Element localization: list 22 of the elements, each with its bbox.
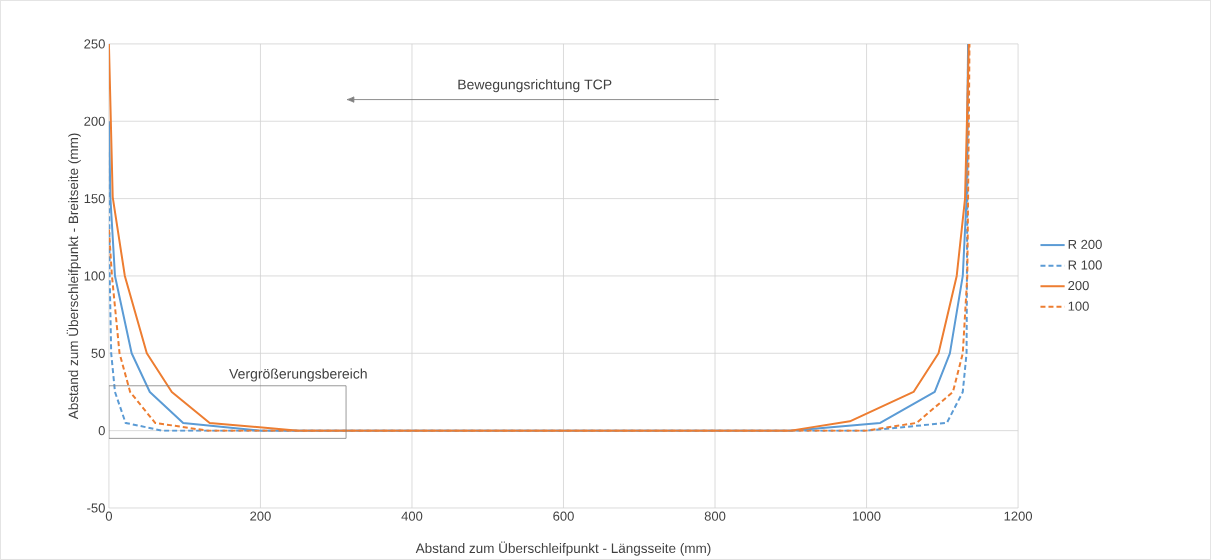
legend-label: R 200 (1068, 239, 1102, 250)
x-tick-label: 1200 (1004, 511, 1033, 521)
x-tick-label: 600 (553, 511, 574, 521)
y-tick-label: 200 (84, 116, 105, 126)
x-tick-label: 400 (401, 511, 423, 521)
x-tick-label: 0 (105, 511, 113, 521)
y-axis-title: Abstand zum Überschleifpunkt - Breitseite (mm) (66, 133, 81, 420)
y-tick-label: 100 (84, 271, 105, 281)
annotation: Vergrößerungsbereich (229, 368, 367, 382)
y-tick-label: 0 (98, 426, 105, 436)
x-tick-label: 800 (704, 511, 726, 521)
legend-label: 200 (1068, 280, 1089, 291)
x-tick-label: 1000 (853, 511, 881, 521)
y-tick-label: 250 (84, 39, 105, 49)
legend-label: R 100 (1068, 260, 1102, 270)
y-tick-label: -50 (87, 503, 105, 513)
legend-label: 100 (1068, 301, 1089, 311)
x-tick-label: 200 (250, 511, 271, 521)
x-axis-title: Abstand zum Überschleifpunkt - Längsseite (mm) (415, 541, 711, 556)
annotation: Bewegungsrichtung TCP (458, 79, 612, 93)
y-tick-label: 150 (84, 194, 105, 204)
y-tick-label: 50 (91, 348, 105, 358)
